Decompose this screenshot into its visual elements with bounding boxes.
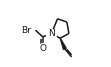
Text: O: O [39,44,46,53]
Polygon shape [60,38,66,50]
Text: N: N [48,29,55,38]
Text: Br: Br [21,26,31,35]
